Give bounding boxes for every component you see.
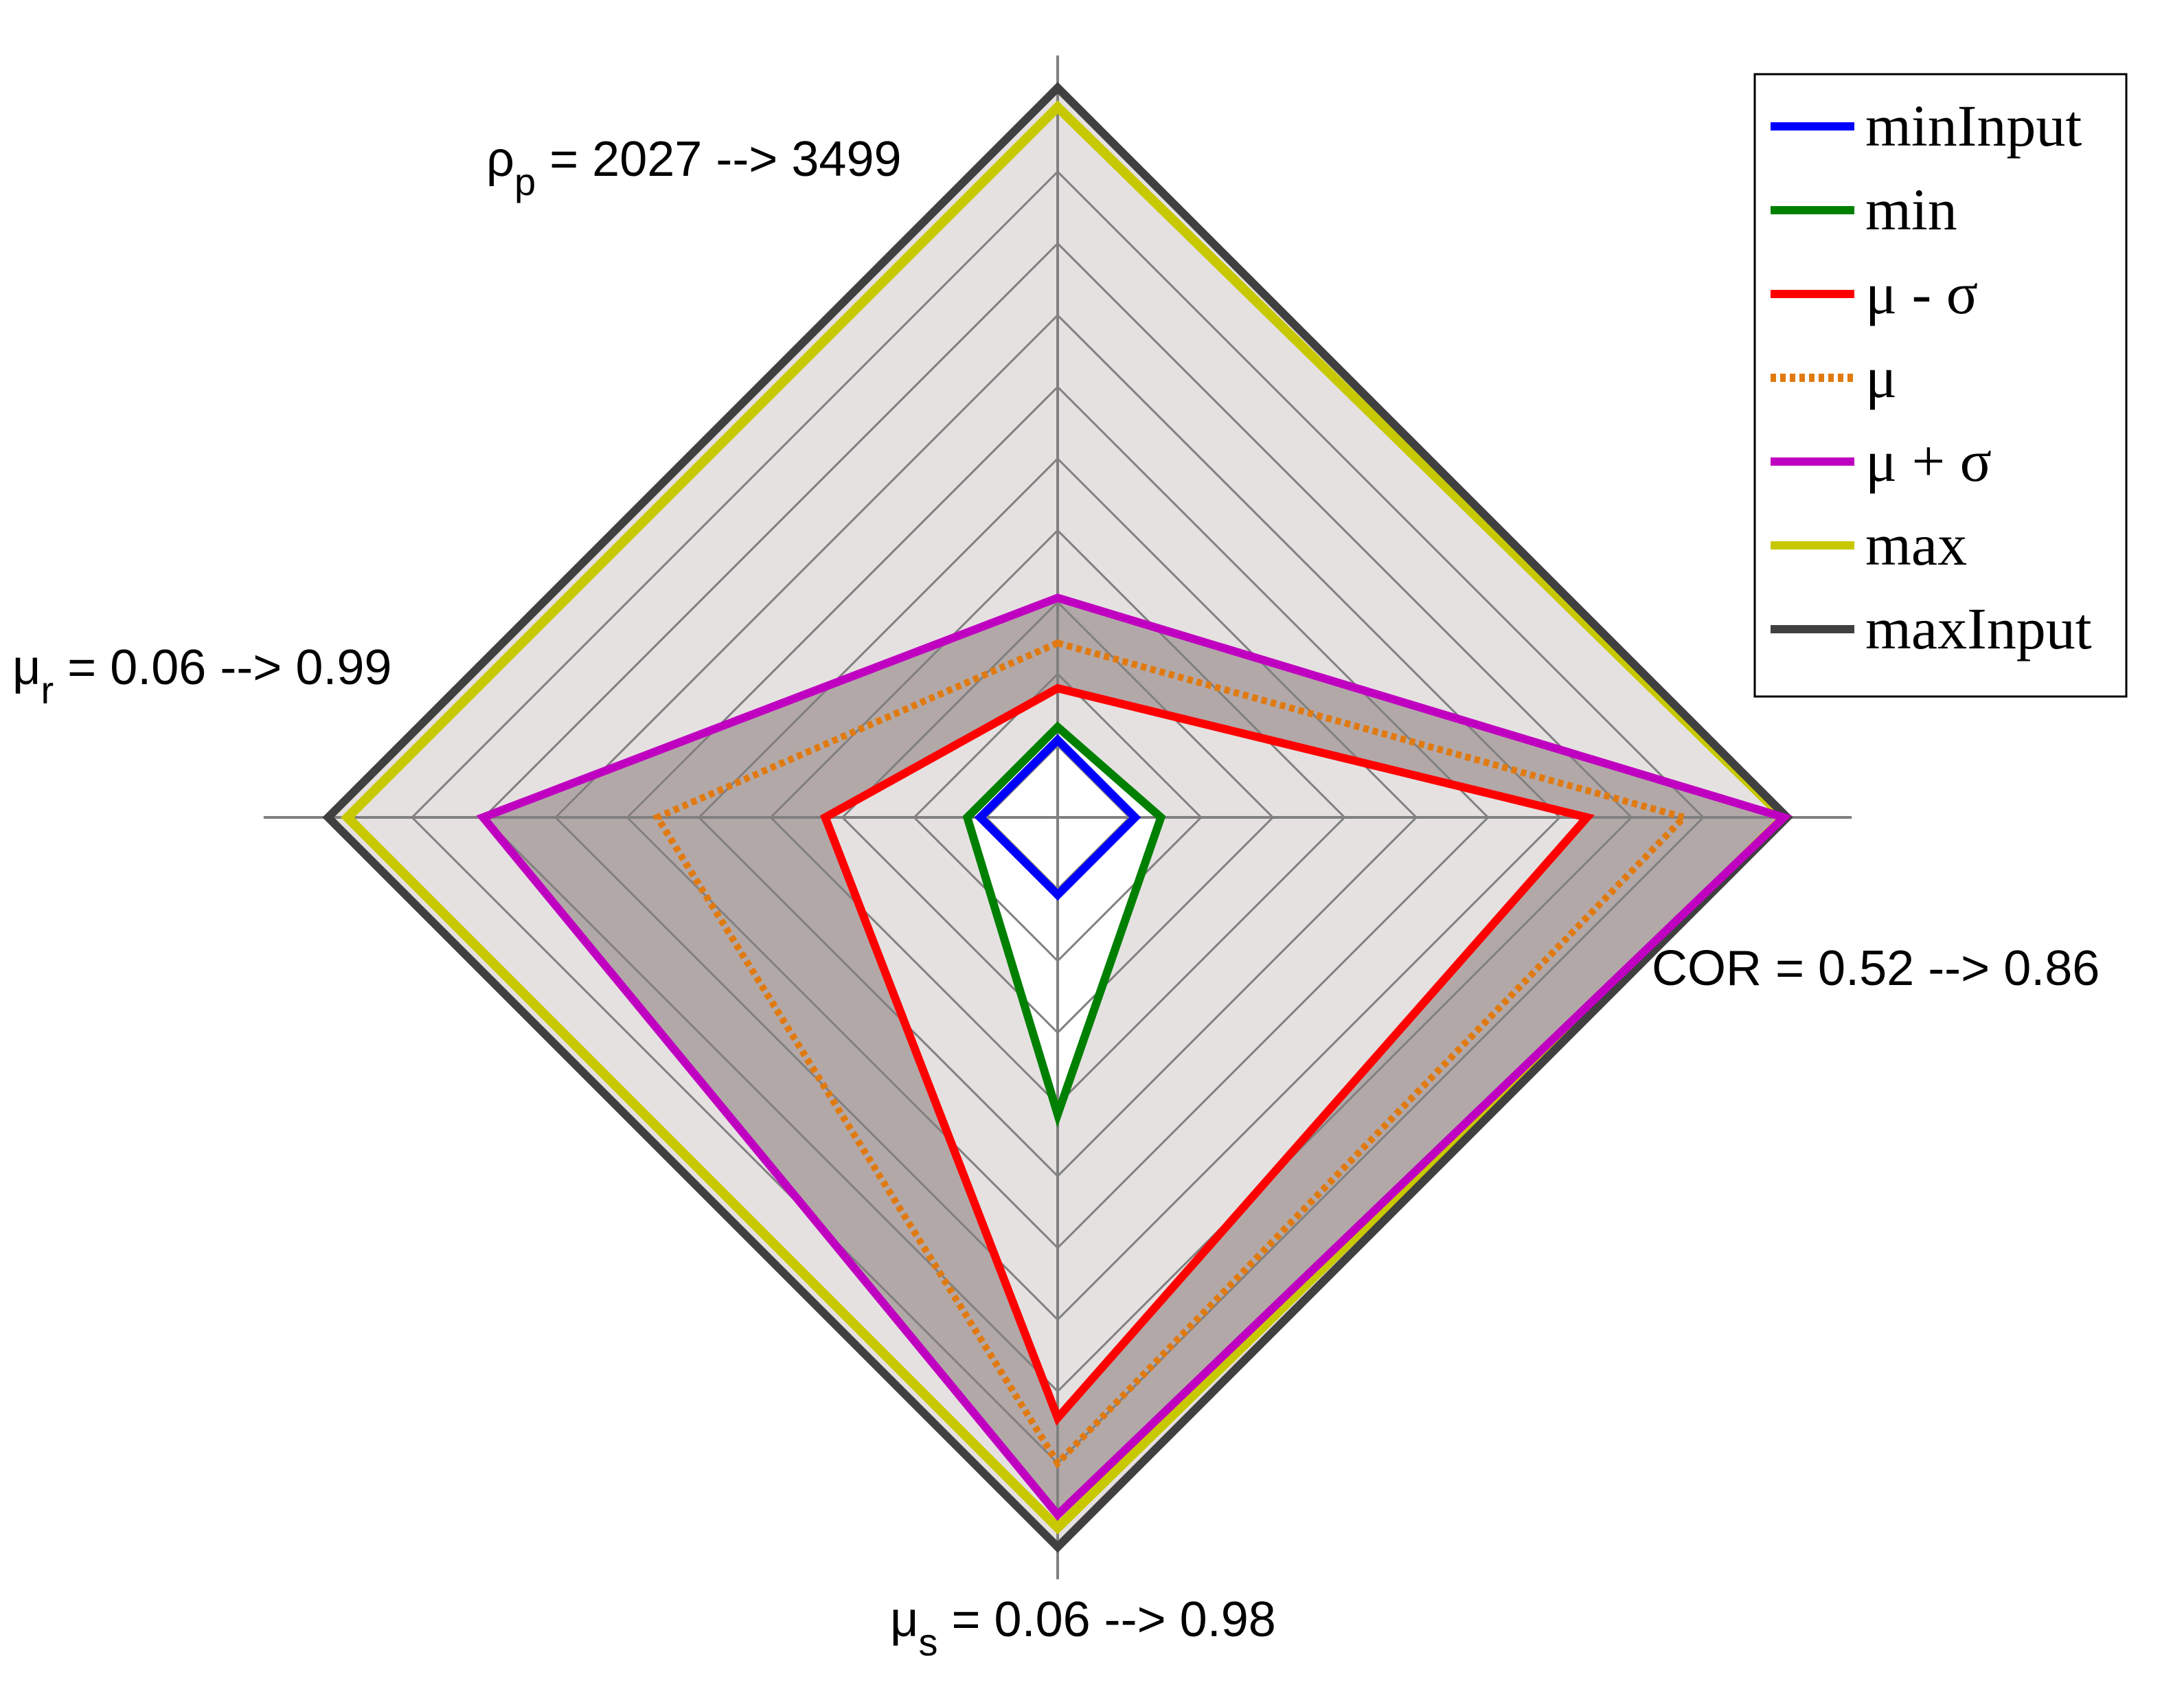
series-line-maxinput xyxy=(322,82,1793,1553)
legend-label: μ xyxy=(1865,344,1897,410)
series-line-- xyxy=(820,683,1595,1426)
series-line-- xyxy=(652,639,1691,1469)
series-line-- xyxy=(476,593,1793,1521)
legend-box xyxy=(1753,73,2128,698)
legend-label: μ - σ xyxy=(1865,260,1978,326)
series-line-mininput xyxy=(974,734,1141,901)
grid-axes xyxy=(263,55,1852,1580)
legend-label: min xyxy=(1865,177,1957,242)
axis-label-density: ρp = 2027 --> 3499 xyxy=(486,132,902,203)
axis-label-mu-r: μr = 0.06 --> 0.99 xyxy=(12,640,391,712)
legend: minInput min μ - σ μ μ + σ max maxInput xyxy=(1753,73,2128,698)
axis-label-cor: COR = 0.52 --> 0.86 xyxy=(1652,941,2100,996)
inner-white-area xyxy=(967,727,1161,1115)
series-lines xyxy=(322,82,1793,1553)
axis-label-mu-s: μs = 0.06 --> 0.98 xyxy=(890,1592,1276,1664)
legend-label: μ + σ xyxy=(1865,428,1992,494)
legend-label: max xyxy=(1865,512,1967,578)
legend-label: minInput xyxy=(1865,93,2082,159)
series-line-max xyxy=(341,100,1791,1535)
sigma-band xyxy=(483,598,1784,1515)
series-line-min xyxy=(962,721,1166,1128)
legend-label: maxInput xyxy=(1865,596,2092,661)
